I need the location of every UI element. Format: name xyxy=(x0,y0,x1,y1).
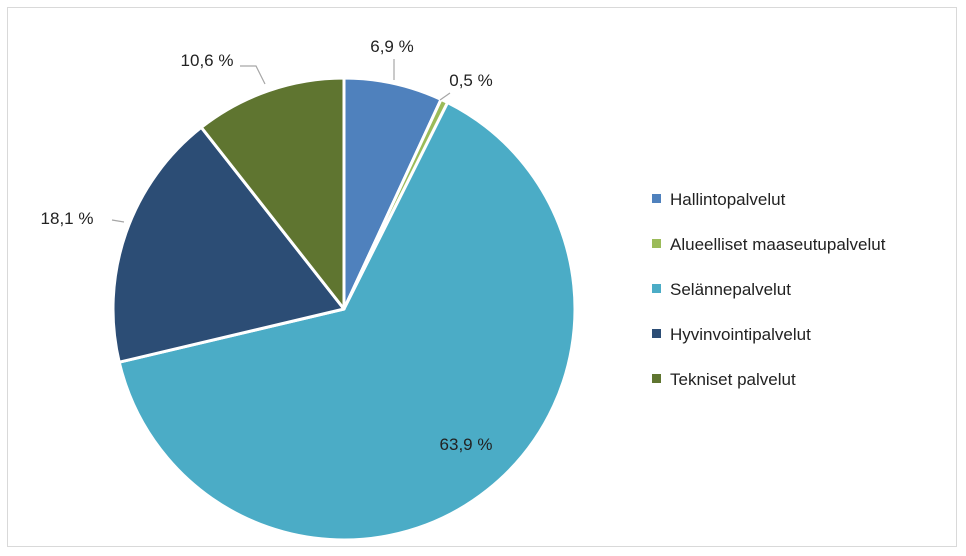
legend-swatch-2 xyxy=(652,239,661,248)
leader-line-2 xyxy=(439,92,451,101)
data-label-4: 18,1 % xyxy=(41,209,94,228)
pie-slice-4 xyxy=(111,125,346,364)
pie-slice-5 xyxy=(199,76,346,311)
legend-label-2: Alueelliset maaseutupalvelut xyxy=(670,235,886,254)
pie-slices xyxy=(111,76,577,542)
legend: Hallintopalvelut Alueelliset maaseutupalv… xyxy=(652,190,886,389)
pie-slice-3 xyxy=(117,101,577,542)
leader-line-5 xyxy=(240,65,266,85)
data-label-1: 6,9 % xyxy=(370,37,413,56)
data-label-3: 63,9 % xyxy=(440,435,493,454)
legend-label-3: Selännepalvelut xyxy=(670,280,791,299)
leader-line-4 xyxy=(111,219,125,223)
legend-label-1: Hallintopalvelut xyxy=(670,190,786,209)
legend-swatch-1 xyxy=(652,194,661,203)
data-label-5: 10,6 % xyxy=(181,51,234,70)
data-label-2: 0,5 % xyxy=(449,71,492,90)
data-labels: 6,9 % 0,5 % 63,9 % 18,1 % 10,6 % xyxy=(41,37,493,454)
legend-swatch-4 xyxy=(652,329,661,338)
legend-swatch-5 xyxy=(652,374,661,383)
leader-lines xyxy=(111,59,451,223)
legend-label-4: Hyvinvointipalvelut xyxy=(670,325,811,344)
legend-swatch-3 xyxy=(652,284,661,293)
legend-label-5: Tekniset palvelut xyxy=(670,370,796,389)
